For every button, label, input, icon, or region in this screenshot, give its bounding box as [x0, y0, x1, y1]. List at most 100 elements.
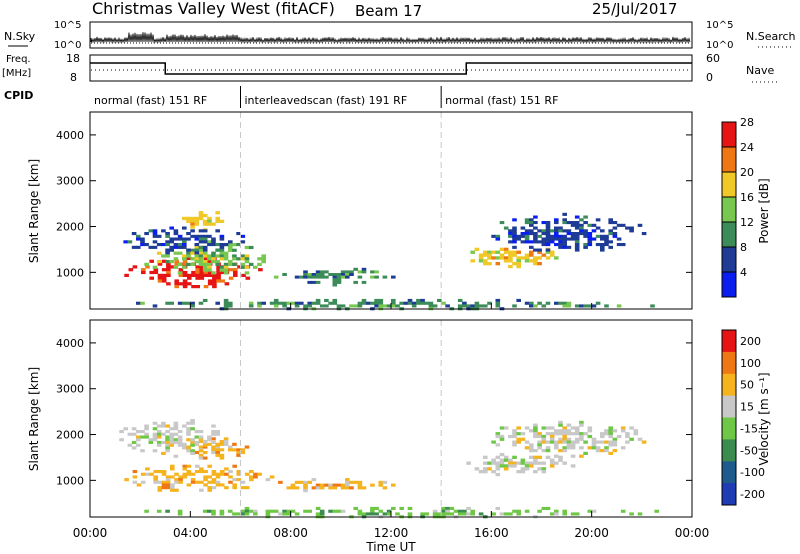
heatmap-cell: [194, 442, 200, 446]
heatmap-cell: [258, 268, 263, 272]
heatmap-cell: [282, 301, 287, 305]
heatmap-cell: [269, 475, 275, 479]
heatmap-cell: [173, 454, 179, 458]
heatmap-cell: [495, 304, 501, 308]
heatmap-cell: [591, 446, 597, 450]
heatmap-cell: [199, 270, 205, 275]
heatmap-cell: [457, 512, 463, 516]
heatmap-cell: [499, 437, 505, 441]
heatmap-cell: [223, 254, 229, 258]
heatmap-cell: [554, 432, 559, 436]
heatmap-cell: [545, 234, 551, 238]
heatmap-cell: [345, 478, 350, 482]
heatmap-cell: [537, 434, 542, 439]
heatmap-cell: [529, 232, 534, 236]
heatmap-cell: [503, 467, 509, 471]
heatmap-cell: [186, 237, 191, 241]
heatmap-cell: [449, 512, 455, 516]
heatmap-cell: [570, 443, 576, 447]
heatmap-cell: [512, 245, 517, 249]
y-tick-label: 3000: [56, 175, 84, 188]
heatmap-cell: [273, 275, 279, 279]
heatmap-cell: [587, 240, 593, 244]
heatmap-cell: [487, 256, 492, 260]
heatmap-cell: [182, 446, 187, 450]
heatmap-cell: [303, 489, 308, 493]
heatmap-cell: [332, 280, 338, 284]
heatmap-cell: [202, 265, 208, 269]
heatmap-cell: [207, 475, 212, 479]
heatmap-cell: [361, 267, 367, 271]
heatmap-cell: [165, 260, 170, 264]
heatmap-cell: [315, 298, 321, 302]
heatmap-cell: [182, 443, 187, 447]
heatmap-cell: [508, 461, 513, 465]
heatmap-cell: [166, 265, 171, 269]
heatmap-cell: [190, 222, 195, 226]
heatmap-cell: [600, 449, 605, 453]
heatmap-cell: [182, 301, 187, 305]
heatmap-cell: [219, 448, 225, 452]
heatmap-cell: [249, 478, 254, 482]
heatmap-cell: [545, 301, 551, 305]
heatmap-cell: [219, 257, 225, 261]
heatmap-cell: [240, 257, 246, 261]
heatmap-cell: [566, 237, 572, 241]
heatmap-cell: [170, 486, 175, 490]
heatmap-cell: [149, 270, 154, 275]
heatmap-cell: [273, 301, 279, 305]
heatmap-cell: [315, 486, 321, 490]
heatmap-cell: [219, 219, 225, 223]
heatmap-cell: [223, 437, 229, 441]
heatmap-cell: [152, 265, 158, 269]
colorbar-swatch: [722, 147, 736, 173]
colorbar-tick-label: -50: [740, 444, 758, 457]
heatmap-cell: [216, 276, 221, 280]
heatmap-cell: [232, 243, 237, 247]
heatmap-cell: [587, 509, 593, 513]
heatmap-cell: [503, 464, 509, 468]
heatmap-cell: [207, 435, 212, 439]
heatmap-cell: [207, 438, 212, 442]
heatmap-cell: [349, 270, 354, 274]
heatmap-cell: [194, 435, 200, 439]
heatmap-cell: [282, 273, 287, 276]
heatmap-cell: [215, 262, 220, 266]
heatmap-cell: [616, 243, 622, 247]
heatmap-cell: [562, 237, 567, 241]
heatmap-cell: [286, 509, 292, 513]
heatmap-cell: [212, 273, 217, 277]
heatmap-cell: [207, 265, 212, 269]
heatmap-cell: [253, 509, 258, 513]
heatmap-cell: [182, 243, 187, 247]
site-title: Christmas Valley West (fitACF): [92, 0, 335, 18]
heatmap-cell: [332, 298, 338, 302]
heatmap-cell: [169, 237, 174, 241]
heatmap-cell: [545, 449, 551, 453]
heatmap-cell: [216, 265, 221, 269]
heatmap-cell: [228, 470, 233, 474]
heatmap-cell: [591, 237, 597, 241]
heatmap-cell: [483, 467, 488, 471]
heatmap-cell: [370, 301, 375, 305]
heatmap-cell: [232, 483, 237, 487]
heatmap-cell: [211, 240, 216, 244]
heatmap-cell: [136, 430, 141, 434]
heatmap-cell: [211, 486, 217, 490]
heatmap-cell: [152, 449, 158, 453]
heatmap-cell: [537, 461, 542, 465]
heatmap-cell: [395, 512, 400, 516]
heatmap-cell: [579, 423, 584, 427]
velocity-panel: 1000 2000 3000 4000 Slant Range [km] 200 100…: [27, 319, 771, 519]
heatmap-cell: [483, 304, 488, 308]
velocity-marks: [119, 419, 659, 519]
freq-tick-low: 8: [70, 71, 77, 84]
heatmap-cell: [604, 429, 609, 433]
heatmap-cell: [190, 248, 195, 252]
heatmap-cell: [541, 440, 547, 444]
heatmap-cell: [136, 443, 141, 447]
heatmap-cell: [228, 260, 233, 264]
velocity-colorbar: 200 100 50 15 -15 -50 -100 -200: [721, 329, 765, 506]
heatmap-cell: [232, 478, 237, 482]
heatmap-cell: [516, 461, 521, 465]
